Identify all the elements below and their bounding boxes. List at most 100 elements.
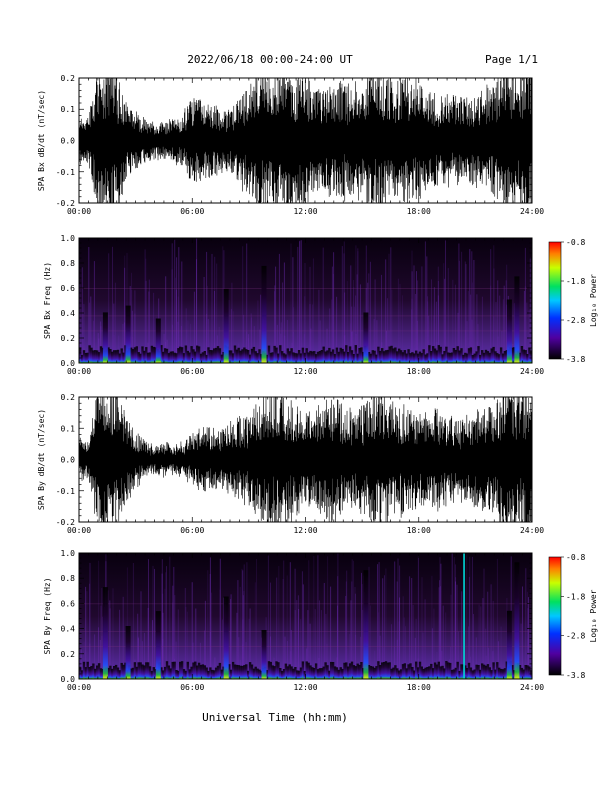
y-axis-title: SPA By Freq (Hz) [43, 577, 52, 654]
spectrogram-lowfreq [390, 345, 393, 363]
spectrogram-lowfreq [101, 669, 105, 679]
spectrogram-streak [424, 241, 426, 363]
spectrogram-streak [186, 611, 188, 679]
spectrogram-lowfreq [348, 663, 352, 679]
spectrogram-lowfreq [213, 348, 216, 363]
spectrogram-streak [354, 306, 355, 363]
spectrogram-streak [428, 315, 430, 363]
spectrogram-streak [411, 271, 413, 363]
spectrogram-streak [172, 324, 173, 363]
spectrogram-lowfreq [330, 661, 333, 679]
spectrogram-streak [378, 562, 380, 679]
spectrogram-lowfreq [420, 353, 423, 363]
spectrogram-streak [303, 334, 305, 363]
spectrogram-lowfreq [352, 665, 356, 679]
spectrogram-lowfreq [337, 669, 340, 679]
spectrogram-lowfreq [494, 669, 497, 679]
spectrogram-lowfreq [411, 667, 414, 679]
spectrogram-streak [379, 635, 381, 679]
spectrogram-streak [433, 608, 435, 679]
spectrogram-lowfreq [205, 667, 208, 679]
colorbar-tick-label: -0.8 [566, 553, 585, 562]
spectrogram-lowfreq [381, 348, 384, 363]
spectrogram-lowfreq [456, 661, 459, 679]
spectrogram-lowfreq [171, 351, 174, 363]
spectrogram-streak [304, 263, 306, 363]
spectrogram-streak [214, 256, 216, 363]
spectrogram-lowfreq [188, 352, 191, 363]
spectrogram-streak [86, 591, 88, 679]
spectrogram-lowfreq [282, 353, 286, 363]
spectrogram-lowfreq [265, 670, 269, 679]
spectrogram-streak [376, 320, 378, 363]
spectrogram-lowfreq [384, 350, 388, 363]
spectrogram-streak [351, 331, 353, 363]
spectrogram-lowfreq [465, 668, 469, 679]
y-tick-label: -0.2 [56, 518, 75, 527]
spectrogram-lowfreq [162, 351, 165, 363]
spectrogram-streak [470, 294, 472, 363]
spectrogram-streak [502, 299, 504, 363]
spectrogram-lowfreq [203, 665, 206, 679]
spectrogram-streak [204, 600, 206, 679]
spectrogram-lowfreq [288, 351, 291, 363]
spectrogram-lowfreq [162, 670, 165, 679]
spectrogram-streak [98, 560, 100, 679]
spectrogram-streak [274, 285, 276, 363]
spectrogram-lowfreq [271, 665, 274, 679]
spectrogram-lowfreq [313, 668, 316, 679]
spectrogram-streak [145, 258, 147, 363]
spectrogram-lowfreq [316, 351, 320, 363]
spectrogram-lowfreq [290, 348, 293, 363]
spectrogram-streak [415, 618, 417, 679]
spectrogram-lowfreq [284, 354, 288, 363]
spectrogram-streak [93, 261, 95, 363]
spectrogram-streak [346, 281, 348, 363]
spectrogram-lowfreq [407, 349, 410, 363]
spectrogram-streak [433, 315, 435, 363]
spectrogram-band [79, 646, 532, 647]
spectrogram-streak [232, 311, 234, 363]
spectrogram-streak [399, 597, 400, 679]
spectrogram-lowfreq [405, 668, 408, 679]
spectrogram-streak [332, 274, 334, 363]
spectrogram-streak [337, 553, 339, 679]
spectrogram-lowfreq [328, 670, 331, 679]
spectrogram-lowfreq [148, 666, 152, 679]
spectrogram-streak [137, 636, 139, 679]
spectrogram-lowfreq [369, 353, 373, 363]
spectrogram-streak [351, 581, 353, 679]
spectrogram-streak [447, 268, 449, 363]
spectrogram-streak [304, 296, 306, 363]
spectrogram-lowfreq [386, 662, 390, 679]
spectrogram-lowfreq [97, 352, 101, 363]
y-tick-label: 1.0 [61, 549, 76, 558]
spectrogram-background [79, 238, 532, 363]
spectrogram-streak [412, 605, 414, 679]
y-tick-label: 0.2 [61, 74, 76, 83]
spectrogram-streak [254, 582, 256, 679]
spectrogram-lowfreq [439, 666, 442, 679]
spectrogram-lowfreq [135, 346, 138, 363]
spectrogram-streak [333, 252, 335, 363]
spectrogram-streak [260, 631, 262, 679]
spectrogram-streak [357, 251, 359, 363]
spectrogram-streak [331, 299, 333, 363]
spectrogram-streak [437, 295, 439, 363]
spectrogram-lowfreq [341, 348, 344, 363]
spectrogram-lowfreq [92, 350, 95, 363]
spectrogram-lowfreq [479, 669, 482, 679]
spectrogram-streak [290, 243, 292, 363]
spectrogram-lowfreq [496, 662, 499, 679]
spectrogram-lowfreq [281, 351, 284, 363]
spectrogram-lowfreq [233, 345, 237, 363]
spectrogram-lowfreq [492, 662, 495, 679]
spectrogram-lowfreq [243, 347, 246, 363]
spectrogram-streak [393, 647, 395, 679]
spectrogram-streak [458, 243, 460, 363]
spectrogram-streak [325, 613, 327, 679]
spectrogram-lowfreq [235, 349, 239, 363]
spectrogram-lowfreq [135, 666, 138, 679]
spectrogram-streak [469, 556, 471, 679]
spectrogram-lowfreq [116, 349, 120, 363]
